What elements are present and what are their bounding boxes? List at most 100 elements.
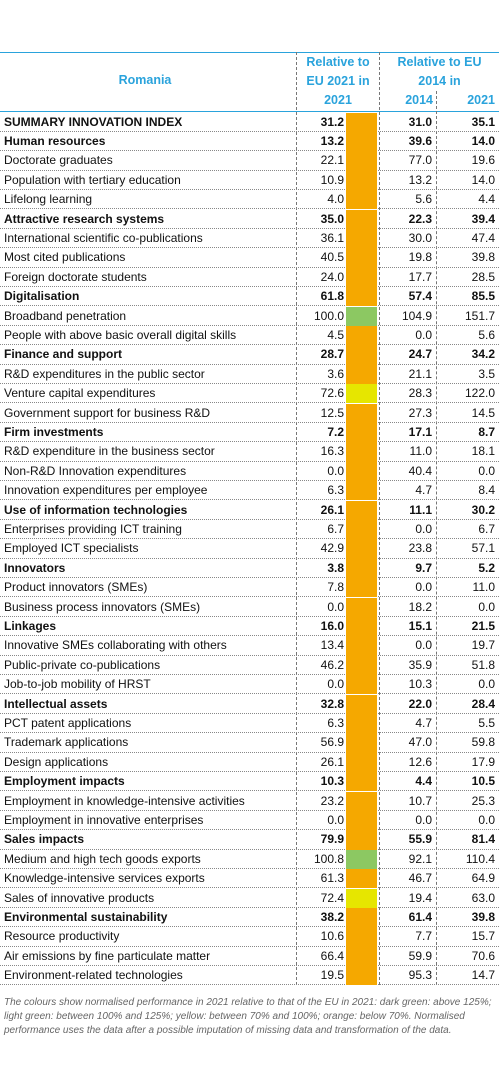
value-cell: 72.4 — [320, 890, 344, 905]
performance-color — [346, 481, 377, 501]
table-row: International scientific co-publications… — [0, 228, 499, 249]
row-label: Employed ICT specialists — [4, 541, 139, 556]
table-row: Environmental sustainability 38.2 61.4 39.8 — [0, 907, 499, 928]
value-cell: 4.4 — [478, 192, 495, 207]
value-cell: 28.3 — [408, 386, 432, 401]
value-cell: 61.3 — [320, 871, 344, 886]
table-row: Employed ICT specialists 42.9 23.8 57.1 — [0, 539, 499, 559]
row-label: Environment-related technologies — [4, 968, 183, 983]
value-cell: 46.7 — [408, 871, 432, 886]
row-label: Linkages — [4, 618, 57, 633]
performance-color — [346, 422, 377, 443]
value-cell: 31.2 — [320, 114, 344, 129]
row-label: Intellectual assets — [4, 696, 108, 711]
table-row: Employment in knowledge-intensive activi… — [0, 791, 499, 811]
row-label: Business process innovators (SMEs) — [4, 599, 201, 614]
row-label: Lifelong learning — [4, 192, 93, 207]
value-cell: 19.5 — [320, 968, 344, 983]
value-cell: 39.4 — [471, 211, 495, 226]
row-label: Employment in innovative enterprises — [4, 812, 204, 827]
value-cell: 32.8 — [320, 696, 344, 711]
value-cell: 13.2 — [320, 133, 344, 148]
header-line: Relative to — [306, 55, 370, 69]
value-cell: 5.6 — [478, 327, 495, 342]
table-row: Digitalisation 61.8 57.4 85.5 — [0, 287, 499, 307]
value-cell: 0.0 — [415, 580, 432, 595]
value-cell: 0.0 — [327, 677, 344, 692]
value-cell: 79.9 — [320, 832, 344, 847]
table-row: SUMMARY INNOVATION INDEX 31.2 31.0 35.1 — [0, 112, 499, 132]
value-cell: 42.9 — [320, 541, 344, 556]
performance-color — [346, 772, 377, 792]
row-label: PCT patent applications — [4, 715, 132, 730]
value-cell: 28.7 — [320, 347, 344, 362]
table-row: Enterprises providing ICT training 6.7 0.0… — [0, 519, 499, 540]
value-cell: 35.9 — [408, 657, 432, 672]
value-cell: 22.0 — [408, 696, 432, 711]
value-cell: 21.1 — [408, 366, 432, 381]
performance-color — [346, 578, 377, 598]
value-cell: 10.7 — [408, 793, 432, 808]
table-row: Intellectual assets 32.8 22.0 28.4 — [0, 694, 499, 714]
performance-color — [346, 209, 377, 229]
value-cell: 63.0 — [471, 890, 495, 905]
value-cell: 6.7 — [478, 521, 495, 536]
value-cell: 64.9 — [471, 871, 495, 886]
row-label: Public-private co-publications — [4, 657, 161, 672]
performance-color — [346, 190, 377, 210]
table-row: Product innovators (SMEs) 7.8 0.0 11.0 — [0, 578, 499, 598]
value-cell: 0.0 — [415, 638, 432, 653]
table-row: Knowledge-intensive services exports 61.3… — [0, 869, 499, 889]
performance-color — [346, 733, 377, 753]
value-cell: 0.0 — [327, 812, 344, 827]
row-label: People with above basic overall digital … — [4, 327, 237, 342]
row-label: Sales impacts — [4, 832, 85, 847]
value-cell: 70.6 — [471, 948, 495, 963]
value-cell: 59.9 — [408, 948, 432, 963]
value-cell: 59.8 — [471, 735, 495, 750]
footnote: The colours show normalised performance … — [4, 997, 492, 1036]
top-rule — [0, 52, 499, 53]
value-cell: 12.5 — [320, 405, 344, 420]
value-cell: 0.0 — [415, 327, 432, 342]
performance-color — [346, 849, 377, 870]
row-label: International scientific co-publications — [4, 230, 203, 245]
value-cell: 28.4 — [471, 696, 495, 711]
value-cell: 27.3 — [408, 405, 432, 420]
value-cell: 7.2 — [327, 424, 344, 439]
row-label: Resource productivity — [4, 929, 120, 944]
value-cell: 100.8 — [313, 851, 344, 866]
value-cell: 4.0 — [327, 192, 344, 207]
value-cell: 8.4 — [478, 483, 495, 498]
value-cell: 28.5 — [471, 269, 495, 284]
table-row: Use of information technologies 26.1 11.1 3… — [0, 500, 499, 520]
row-label: Most cited publications — [4, 250, 126, 265]
value-cell: 0.0 — [327, 463, 344, 478]
row-label: Employment in knowledge-intensive activi… — [4, 793, 245, 808]
value-cell: 40.4 — [408, 463, 432, 478]
value-cell: 8.7 — [478, 424, 495, 439]
value-cell: 100.0 — [313, 308, 344, 323]
value-cell: 0.0 — [478, 599, 495, 614]
performance-color — [346, 306, 377, 326]
value-cell: 0.0 — [415, 812, 432, 827]
value-cell: 0.0 — [415, 521, 432, 536]
value-cell: 7.7 — [415, 929, 432, 944]
col1-header: Relative to EU 2021 in 2021 — [298, 53, 378, 110]
row-label: Digitalisation — [4, 289, 80, 304]
value-cell: 56.9 — [320, 735, 344, 750]
row-label: Non-R&D Innovation expenditures — [4, 463, 187, 478]
value-cell: 92.1 — [408, 851, 432, 866]
table-row: R&D expenditure in the business sector 16… — [0, 442, 499, 462]
table-row: Attractive research systems 35.0 22.3 39.4 — [0, 209, 499, 229]
row-label: Government support for business R&D — [4, 405, 211, 420]
value-cell: 34.2 — [471, 347, 495, 362]
table-row: Non-R&D Innovation expenditures 0.0 40.4 0.… — [0, 461, 499, 482]
value-cell: 7.8 — [327, 580, 344, 595]
value-cell: 14.7 — [471, 968, 495, 983]
value-cell: 4.4 — [415, 774, 432, 789]
performance-color — [346, 791, 377, 811]
table-row: Lifelong learning 4.0 5.6 4.4 — [0, 190, 499, 210]
value-cell: 23.8 — [408, 541, 432, 556]
